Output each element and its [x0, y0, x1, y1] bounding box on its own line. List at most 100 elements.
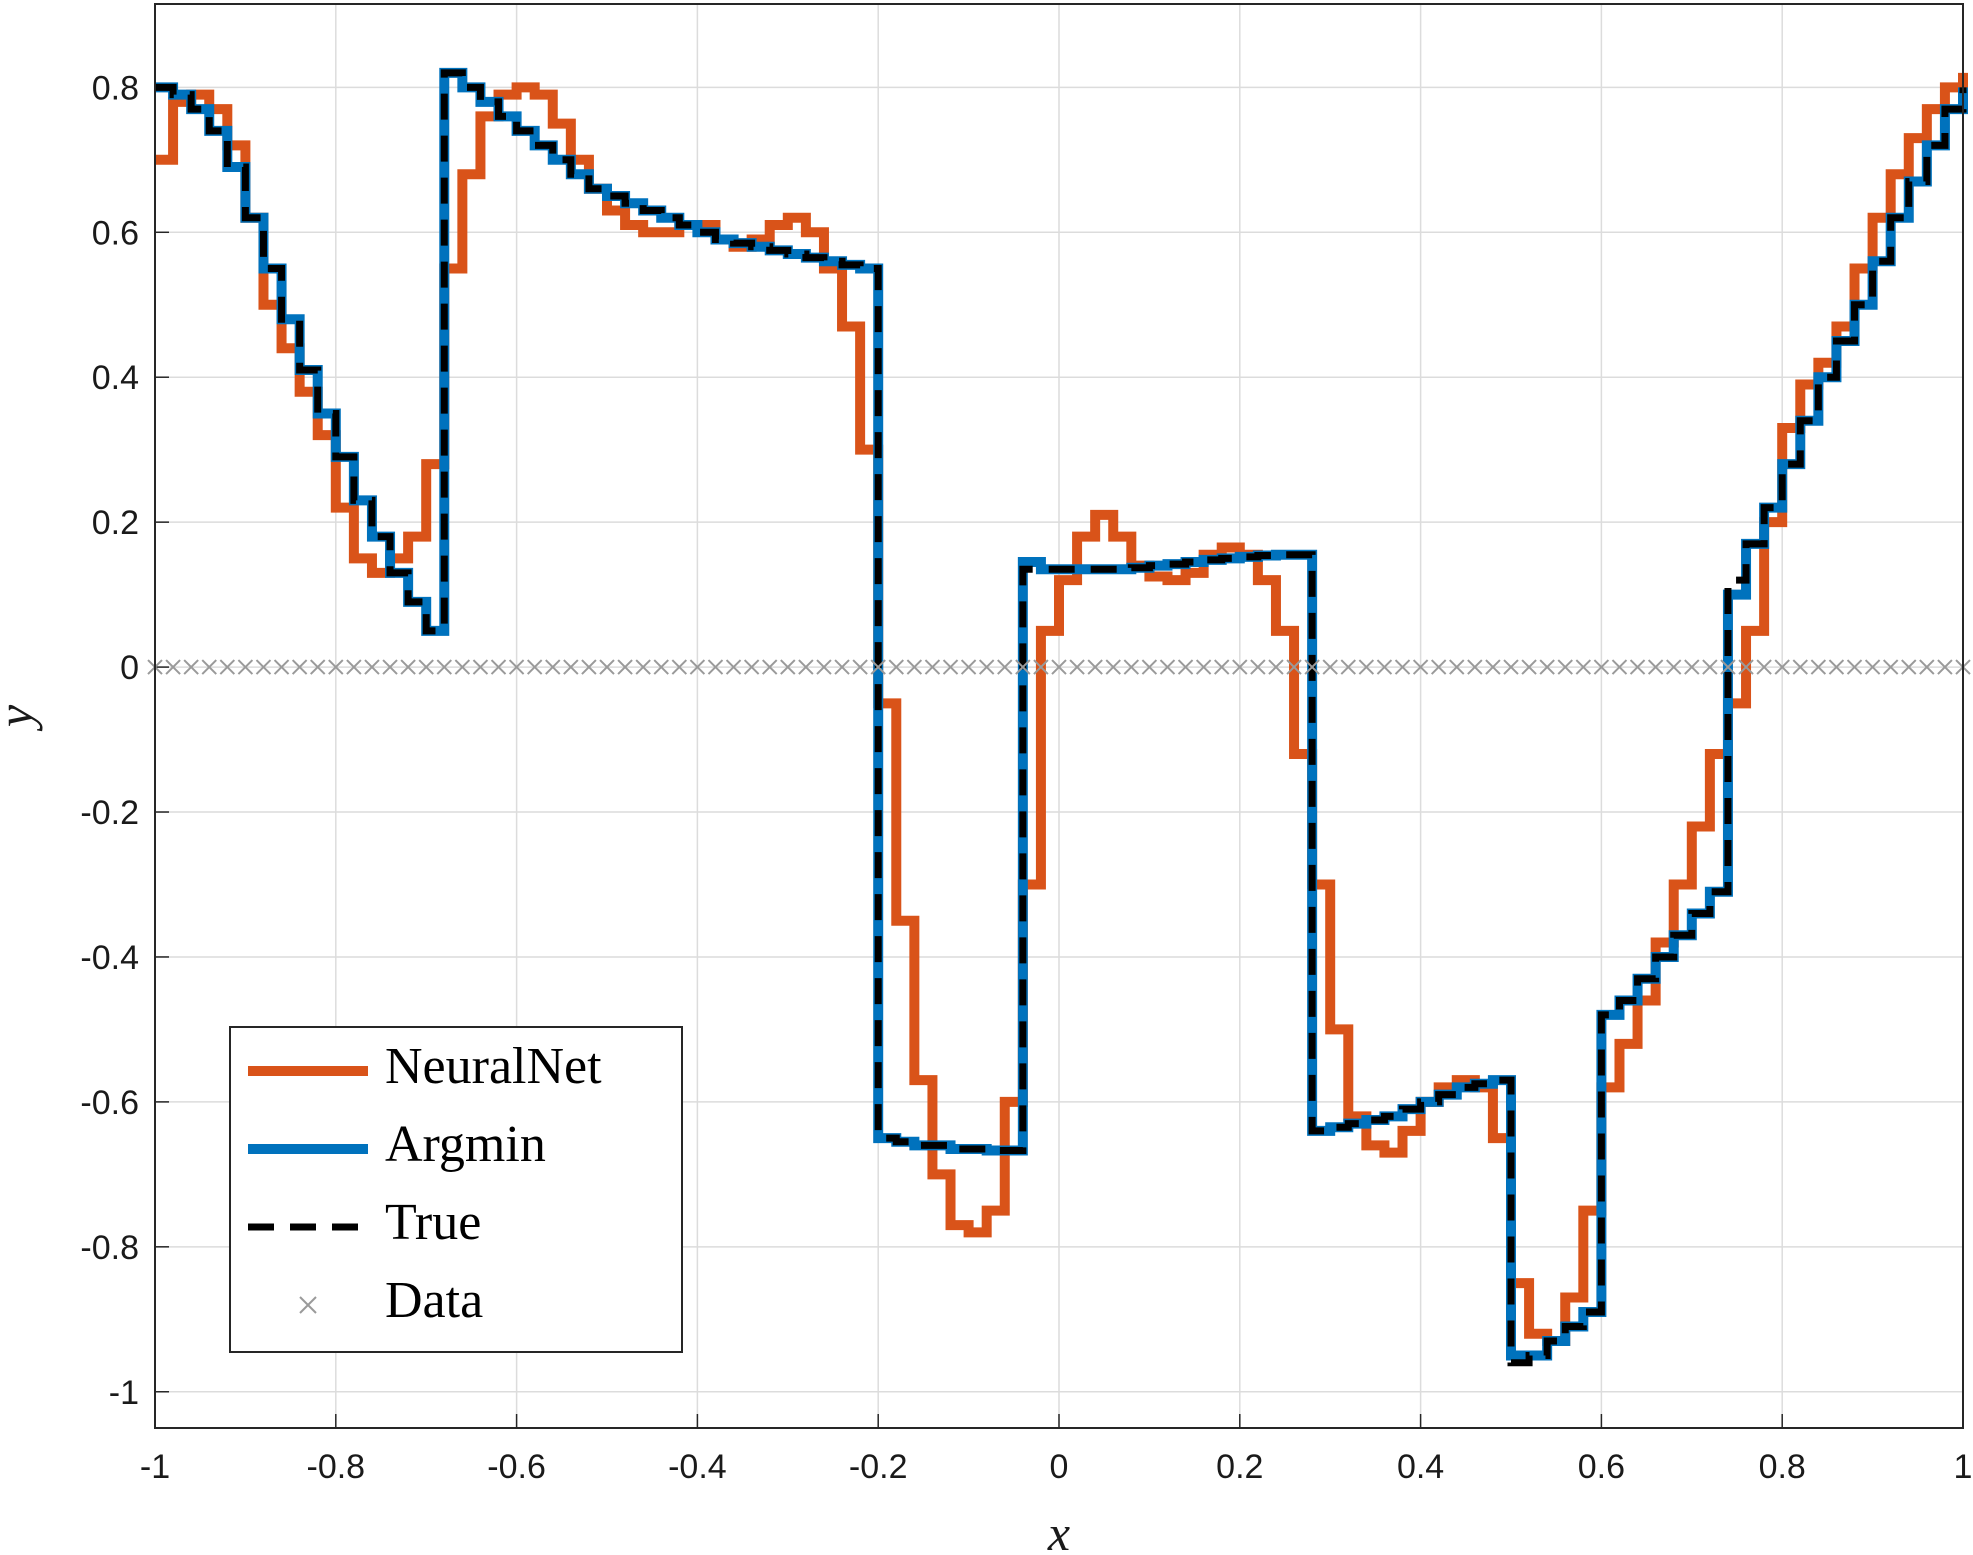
data-marker	[219, 659, 236, 675]
y-tick-label: 0.8	[92, 69, 139, 107]
data-marker	[780, 659, 796, 675]
data-marker	[1756, 659, 1772, 675]
data-marker	[1051, 659, 1067, 675]
data-marker	[1250, 659, 1266, 675]
data-marker	[1268, 659, 1284, 675]
data-marker	[1214, 659, 1230, 675]
data-marker	[382, 659, 398, 675]
series-line	[155, 69, 1967, 1367]
data-marker	[1394, 659, 1411, 675]
data-marker	[1286, 659, 1302, 675]
data-marker	[798, 659, 814, 675]
data-marker	[671, 659, 688, 675]
data-marker	[1430, 659, 1447, 675]
data-marker	[183, 659, 199, 675]
data-marker	[1684, 659, 1700, 675]
data-marker	[526, 659, 543, 675]
y-tick-label: -1	[109, 1374, 139, 1412]
data-marker	[490, 659, 507, 675]
data-marker	[617, 659, 633, 675]
data-marker	[418, 659, 434, 675]
y-tick-label: 0.4	[92, 359, 139, 397]
x-tick-label: -0.2	[849, 1448, 908, 1486]
axes-box	[154, 3, 1964, 1429]
data-marker	[1449, 659, 1465, 675]
x-tick-label: 0.8	[1759, 1448, 1806, 1486]
x-tick-label: -0.6	[487, 1448, 546, 1486]
data-marker	[1521, 659, 1537, 675]
data-marker	[870, 659, 886, 675]
data-marker	[1105, 659, 1121, 675]
data-marker	[834, 659, 850, 675]
legend-label: True	[385, 1194, 481, 1251]
x-tick-label: -0.8	[307, 1448, 366, 1486]
x-tick-label: 0.6	[1578, 1448, 1625, 1486]
data-marker	[165, 659, 181, 675]
data-marker	[1412, 659, 1429, 675]
data-marker	[1322, 659, 1338, 675]
legend-marker	[299, 1296, 317, 1314]
legend-label: Data	[385, 1272, 483, 1329]
data-marker	[1195, 659, 1212, 675]
data-marker	[997, 659, 1013, 675]
data-marker	[310, 659, 326, 675]
data-marker	[1340, 659, 1356, 675]
data-marker	[1901, 659, 1917, 675]
data-marker	[1720, 659, 1736, 675]
legend-label: NeuralNet	[385, 1038, 602, 1095]
data-marker	[1376, 659, 1393, 675]
y-tick-label: -0.4	[80, 939, 139, 977]
data-marker	[653, 659, 669, 675]
data-marker	[472, 659, 489, 675]
y-tick-label: 0	[120, 649, 139, 687]
data-marker	[1702, 659, 1718, 675]
y-tick-label: 0.6	[92, 214, 139, 252]
data-marker	[346, 659, 362, 675]
data-marker	[1882, 659, 1899, 675]
data-marker	[1666, 659, 1682, 675]
data-marker	[1828, 659, 1845, 675]
data-marker	[364, 659, 380, 675]
x-tick-label: 0	[1050, 1448, 1069, 1486]
data-marker	[906, 659, 923, 675]
data-marker	[743, 659, 760, 675]
data-marker	[563, 659, 579, 675]
data-marker	[1358, 659, 1375, 675]
data-marker	[454, 659, 471, 675]
data-marker	[1846, 659, 1863, 675]
data-marker	[635, 659, 651, 675]
data-marker	[1647, 659, 1664, 675]
data-marker	[599, 659, 615, 675]
data-marker	[1123, 659, 1140, 675]
y-tick-label: 0.2	[92, 504, 139, 542]
data-marker	[1069, 659, 1085, 675]
data-marker	[291, 659, 308, 675]
data-marker	[1177, 659, 1194, 675]
data-marker	[1503, 659, 1519, 675]
x-tick-label: -1	[140, 1448, 170, 1486]
data-marker	[201, 659, 217, 675]
data-marker	[1539, 659, 1555, 675]
data-marker	[1485, 659, 1501, 675]
data-marker	[689, 659, 706, 675]
data-marker	[942, 659, 959, 675]
x-tick-label: -0.4	[668, 1448, 727, 1486]
data-marker	[1575, 659, 1592, 675]
y-tick-label: -0.2	[80, 794, 139, 832]
data-marker	[1937, 659, 1953, 675]
data-marker	[436, 659, 452, 675]
x-tick-label: 1	[1954, 1448, 1973, 1486]
data-marker	[888, 659, 904, 675]
data-marker	[1232, 659, 1248, 675]
x-tick-label: 0.4	[1397, 1448, 1444, 1486]
legend-box	[229, 1026, 683, 1353]
data-marker	[1033, 659, 1049, 675]
data-marker	[852, 659, 868, 675]
data-marker	[707, 659, 724, 675]
data-marker	[255, 659, 272, 675]
data-marker	[328, 659, 344, 675]
data-marker	[978, 659, 995, 675]
data-marker	[1919, 659, 1935, 675]
data-marker	[1159, 659, 1176, 675]
